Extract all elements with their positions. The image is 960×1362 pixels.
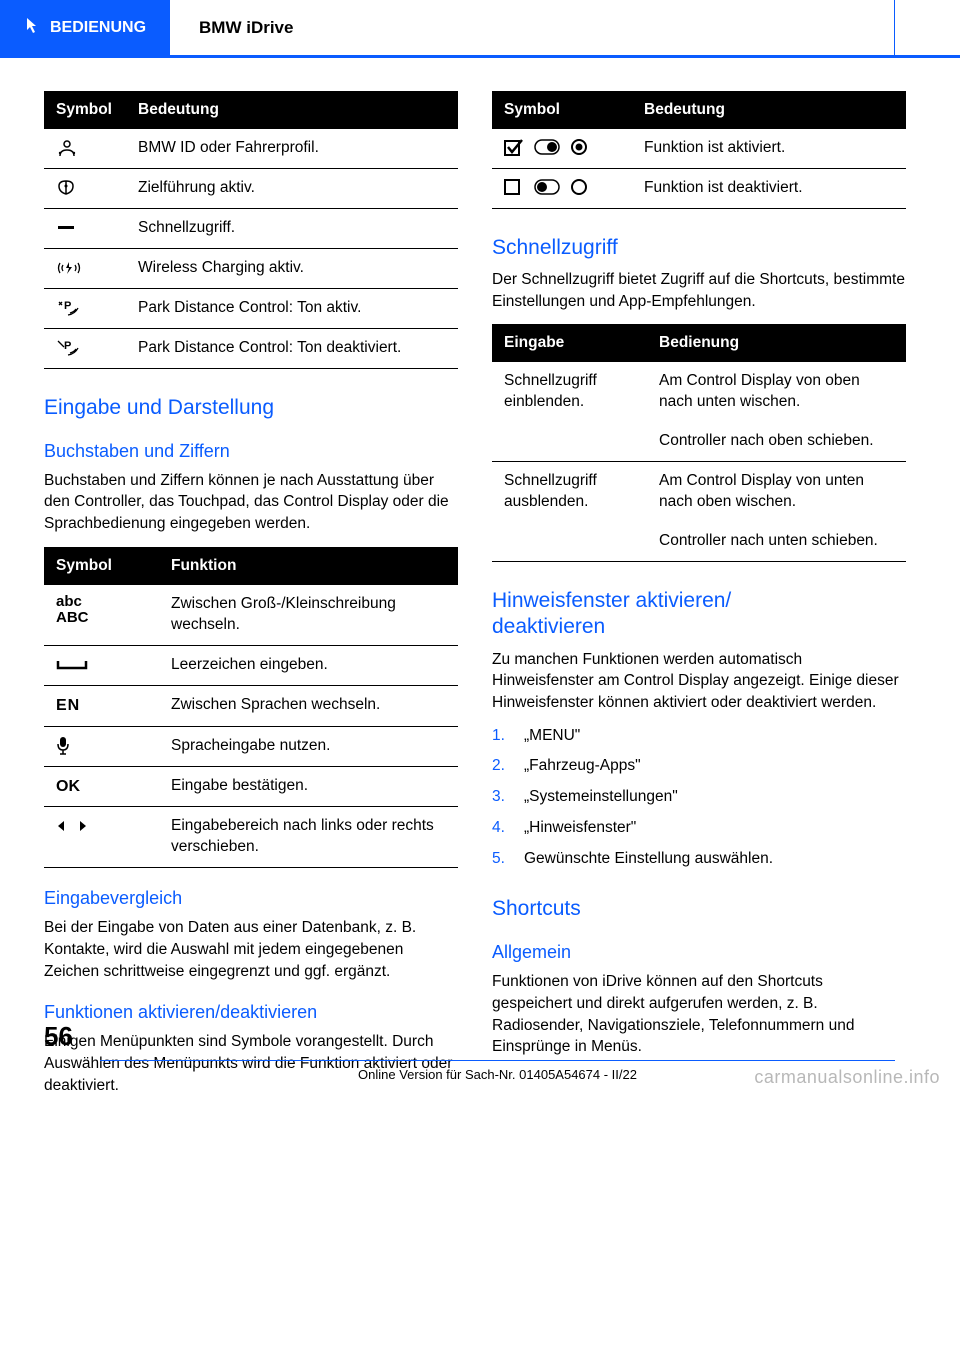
table2-cell: Leerzeichen eingeben. xyxy=(159,645,458,685)
table1-cell: Park Distance Control: Ton deakti­viert. xyxy=(126,328,458,368)
table4-cell: Controller nach unten schie­ben. xyxy=(647,522,906,561)
heading-eingabe-darstellung: Eingabe und Darstellung xyxy=(44,395,458,421)
text-shortcuts-allgemein: Funktionen von iDrive können auf den Sho… xyxy=(492,971,906,1058)
table-row: Schnellzugriff. xyxy=(44,208,458,248)
list-item: „Systemeinstellungen" xyxy=(492,787,906,808)
table1-header-symbol: Symbol xyxy=(44,91,126,129)
heading-hinweisfenster: Hinweisfenster aktivieren/ deaktivieren xyxy=(492,588,906,641)
space-icon xyxy=(44,645,159,685)
table-row: EN Zwischen Sprachen wechseln. xyxy=(44,685,458,726)
table-row: P Park Distance Control: Ton aktiv. xyxy=(44,288,458,328)
header-title: BMW iDrive xyxy=(171,18,894,38)
table-row: OK Eingabe bestätigen. xyxy=(44,766,458,807)
svg-text:P: P xyxy=(64,340,71,352)
nav-icon xyxy=(44,168,126,208)
steps-list: „MENU" „Fahrzeug-Apps" „Systemeinstellun… xyxy=(492,726,906,871)
pointer-icon xyxy=(24,16,40,39)
table-row: abcABC Zwischen Groß-/Kleinschrei­bung w… xyxy=(44,585,458,645)
table4-header-bedienung: Bedienung xyxy=(647,324,906,362)
table-row: Funktion ist aktiviert. xyxy=(492,129,906,168)
table-row: Schnellzugriff ausblenden. Am Control Di… xyxy=(492,462,906,522)
table-row: Zielführung aktiv. xyxy=(44,168,458,208)
page-content: Symbol Bedeutung BMW ID oder Fahrerprofi… xyxy=(0,58,960,1108)
language-en-icon: EN xyxy=(44,685,159,726)
abc-case-icon: abcABC xyxy=(44,585,159,645)
table2-cell: Zwischen Groß-/Kleinschrei­bung wechseln… xyxy=(159,585,458,645)
list-item: Gewünschte Einstellung auswählen. xyxy=(492,849,906,870)
table-row: Funktion ist deaktiviert. xyxy=(492,168,906,208)
table3-header-symbol: Symbol xyxy=(492,91,632,129)
text-eingabevergleich: Bei der Eingabe von Daten aus einer Date… xyxy=(44,917,458,982)
table3-header-bedeutung: Bedeutung xyxy=(632,91,906,129)
mic-icon xyxy=(44,726,159,766)
table-row: P Park Distance Control: Ton deakti­vier… xyxy=(44,328,458,368)
profile-icon xyxy=(44,129,126,168)
table2-header-symbol: Symbol xyxy=(44,547,159,585)
symbol-meaning-table-1: Symbol Bedeutung BMW ID oder Fahrerprofi… xyxy=(44,91,458,369)
watermark: carmanualsonline.info xyxy=(754,1067,940,1088)
arrows-left-right-icon xyxy=(44,807,159,868)
eingabe-bedienung-table: Eingabe Bedienung Schnellzugriff einblen… xyxy=(492,324,906,562)
table-row: Wireless Charging aktiv. xyxy=(44,248,458,288)
list-item: „Fahrzeug-Apps" xyxy=(492,756,906,777)
table1-cell: Park Distance Control: Ton aktiv. xyxy=(126,288,458,328)
table2-cell: Zwischen Sprachen wechseln. xyxy=(159,685,458,726)
table-row: Spracheingabe nutzen. xyxy=(44,726,458,766)
table4-header-eingabe: Eingabe xyxy=(492,324,647,362)
table4-cell: Am Control Display von un­ten nach oben … xyxy=(647,462,906,522)
list-item: „Hinweisfenster" xyxy=(492,818,906,839)
wireless-charging-icon xyxy=(44,248,126,288)
table-row: Eingabebereich nach links oder rechts ve… xyxy=(44,807,458,868)
table2-cell: Eingabebereich nach links oder rechts ve… xyxy=(159,807,458,868)
function-deactivated-icon xyxy=(492,168,632,208)
header-tab-label: BEDIENUNG xyxy=(50,19,146,37)
table1-cell: Zielführung aktiv. xyxy=(126,168,458,208)
table3-cell: Funktion ist deaktiviert. xyxy=(632,168,906,208)
heading-shortcuts: Shortcuts xyxy=(492,896,906,922)
text-buchstaben-ziffern: Buchstaben und Ziffern können je nach Au… xyxy=(44,470,458,535)
dash-icon xyxy=(44,208,126,248)
right-column: Symbol Bedeutung Funktion ist aktiviert. xyxy=(492,91,906,1108)
left-column: Symbol Bedeutung BMW ID oder Fahrerprofi… xyxy=(44,91,458,1108)
heading-eingabevergleich: Eingabevergleich xyxy=(44,888,458,909)
table4-label: Schnellzugriff ausblenden. xyxy=(492,462,647,562)
text-hinweisfenster: Zu manchen Funktionen werden automatisch… xyxy=(492,649,906,714)
table3-cell: Funktion ist aktiviert. xyxy=(632,129,906,168)
symbol-function-table: Symbol Funktion abcABC Zwischen Groß-/Kl… xyxy=(44,547,458,868)
table2-cell: Eingabe bestätigen. xyxy=(159,766,458,807)
table2-header-funktion: Funktion xyxy=(159,547,458,585)
table4-cell: Am Control Display von oben nach unten w… xyxy=(647,362,906,422)
table4-cell: Controller nach oben schie­ben. xyxy=(647,422,906,461)
table1-header-bedeutung: Bedeutung xyxy=(126,91,458,129)
symbol-meaning-table-2: Symbol Bedeutung Funktion ist aktiviert. xyxy=(492,91,906,209)
table4-label: Schnellzugriff einblenden. xyxy=(492,362,647,461)
table1-cell: BMW ID oder Fahrerprofil. xyxy=(126,129,458,168)
page-header: BEDIENUNG BMW iDrive xyxy=(0,0,960,58)
list-item: „MENU" xyxy=(492,726,906,747)
heading-schnellzugriff: Schnellzugriff xyxy=(492,235,906,261)
pdc-on-icon: P xyxy=(44,288,126,328)
table-row: BMW ID oder Fahrerprofil. xyxy=(44,129,458,168)
ok-icon: OK xyxy=(44,766,159,807)
page-number: 56 xyxy=(44,1021,73,1052)
heading-allgemein: Allgemein xyxy=(492,942,906,963)
pdc-off-icon: P xyxy=(44,328,126,368)
header-divider xyxy=(894,0,895,55)
header-tab-bedienung: BEDIENUNG xyxy=(0,0,171,55)
table1-cell: Wireless Charging aktiv. xyxy=(126,248,458,288)
heading-buchstaben-ziffern: Buchstaben und Ziffern xyxy=(44,441,458,462)
table2-cell: Spracheingabe nutzen. xyxy=(159,726,458,766)
heading-funktionen-aktivieren: Funktionen aktivieren/deaktivieren xyxy=(44,1002,458,1023)
table-row: Schnellzugriff einblenden. Am Control Di… xyxy=(492,362,906,422)
table1-cell: Schnellzugriff. xyxy=(126,208,458,248)
function-activated-icon xyxy=(492,129,632,168)
table-row: Leerzeichen eingeben. xyxy=(44,645,458,685)
text-schnellzugriff: Der Schnellzugriff bietet Zugriff auf di… xyxy=(492,269,906,312)
svg-text:P: P xyxy=(64,300,71,312)
